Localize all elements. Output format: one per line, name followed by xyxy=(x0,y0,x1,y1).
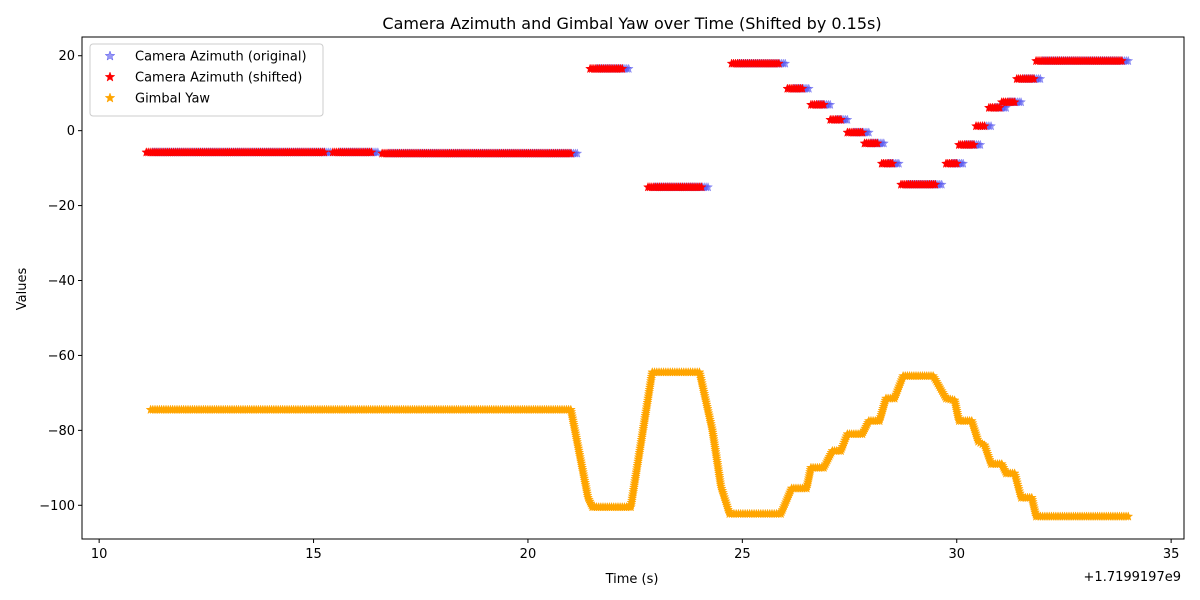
chart-title: Camera Azimuth and Gimbal Yaw over Time … xyxy=(382,14,881,33)
data-point xyxy=(319,147,330,157)
legend-marker xyxy=(104,92,116,103)
y-tick-label: −20 xyxy=(48,199,75,214)
y-tick-label: 20 xyxy=(58,49,75,64)
data-point xyxy=(1009,96,1020,107)
data-point xyxy=(887,158,898,168)
y-tick-label: −40 xyxy=(48,274,75,289)
legend-marker xyxy=(104,50,116,61)
series-2 xyxy=(145,366,1134,521)
data-point xyxy=(979,120,990,131)
x-tick-label: 10 xyxy=(91,547,108,562)
legend-label: Camera Azimuth (original) xyxy=(135,50,307,65)
legend-marker xyxy=(104,71,116,82)
x-tick-label: 20 xyxy=(520,547,537,562)
y-axis-ticks: 20 0 −20 −40 −60 −80 −100 xyxy=(39,49,82,514)
x-axis-offset-label: +1.7199197e9 xyxy=(1084,570,1181,585)
data-point xyxy=(1116,55,1127,66)
data-point xyxy=(617,63,628,74)
data-point xyxy=(818,99,829,110)
data-point xyxy=(1123,511,1134,521)
data-point xyxy=(1028,73,1039,84)
x-tick-label: 35 xyxy=(1163,547,1180,562)
data-point xyxy=(835,114,847,125)
y-tick-label: −100 xyxy=(39,499,75,514)
plot-area xyxy=(81,36,1185,540)
y-tick-label: −80 xyxy=(48,424,75,439)
legend-label: Gimbal Yaw xyxy=(135,92,210,107)
y-tick-label: −60 xyxy=(48,349,75,364)
x-tick-label: 25 xyxy=(734,547,751,562)
data-point xyxy=(797,83,808,93)
y-tick-label: 0 xyxy=(67,124,75,139)
x-tick-label: 15 xyxy=(305,547,322,562)
series-1 xyxy=(141,55,1127,192)
data-point xyxy=(773,58,784,68)
data-point xyxy=(968,139,979,150)
x-axis-label: Time (s) xyxy=(605,572,659,587)
data-point xyxy=(366,147,377,157)
data-point xyxy=(951,158,962,168)
legend-frame xyxy=(89,43,324,117)
data-point xyxy=(565,148,576,158)
data-point xyxy=(872,138,883,148)
data-point xyxy=(930,179,941,189)
chart-marks xyxy=(141,55,1134,521)
x-tick-label: 30 xyxy=(948,547,965,562)
legend-label: Camera Azimuth (shifted) xyxy=(135,71,302,86)
data-point xyxy=(857,127,868,137)
legend: Camera Azimuth (original) Camera Azimuth … xyxy=(89,43,324,117)
x-axis-ticks: 10 15 20 25 30 35 xyxy=(91,539,1180,562)
data-point xyxy=(696,181,707,192)
y-axis-label: Values xyxy=(15,268,30,311)
data-point xyxy=(994,102,1005,113)
